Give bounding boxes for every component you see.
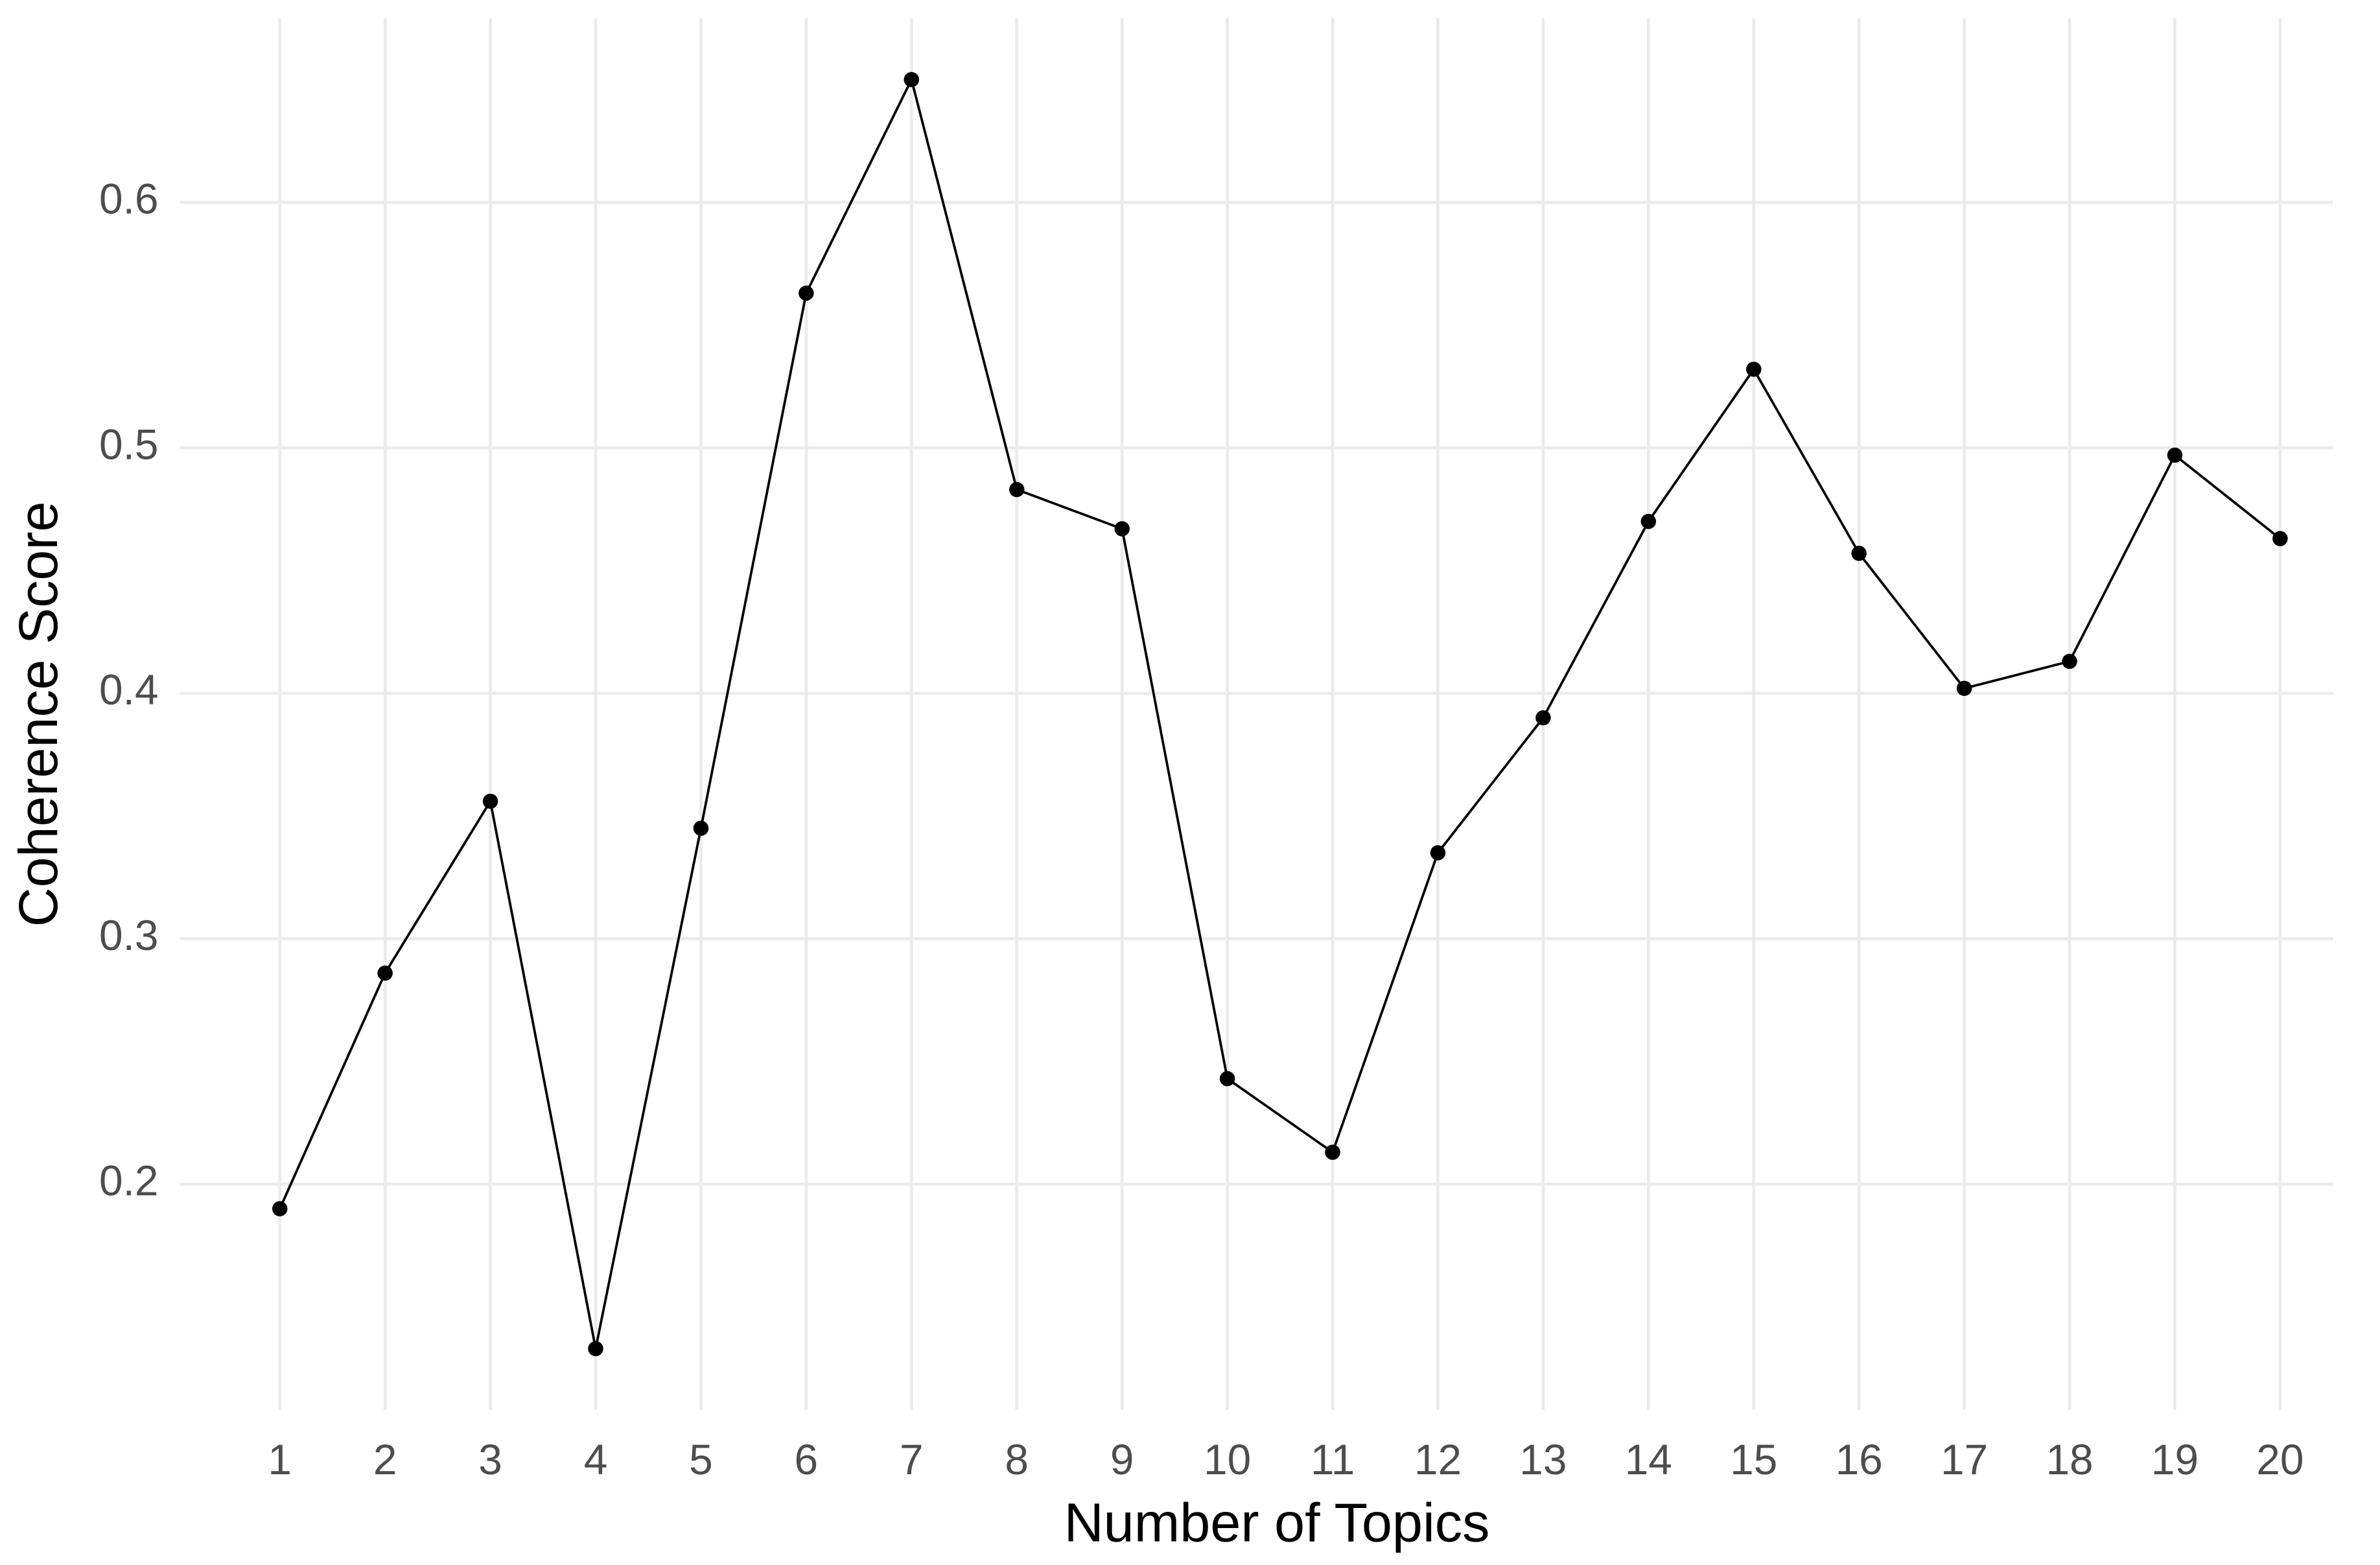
point bbox=[1956, 680, 1972, 696]
y-tick-label: 0.5 bbox=[99, 420, 158, 468]
x-tick-label: 1 bbox=[268, 1435, 292, 1483]
point bbox=[799, 285, 814, 301]
point bbox=[588, 1341, 603, 1356]
x-tick-label: 2 bbox=[373, 1435, 397, 1483]
point bbox=[377, 965, 393, 981]
point bbox=[1430, 845, 1446, 861]
point bbox=[1535, 710, 1551, 726]
x-tick-label: 18 bbox=[2046, 1435, 2093, 1483]
point bbox=[2062, 653, 2077, 669]
line bbox=[278, 76, 2281, 1349]
y-tick-label: 0.4 bbox=[99, 666, 158, 713]
point bbox=[1851, 546, 1867, 561]
point bbox=[1219, 1071, 1235, 1087]
x-tick-label: 13 bbox=[1519, 1435, 1567, 1483]
x-tick-label: 11 bbox=[1311, 1435, 1355, 1483]
point bbox=[1745, 362, 1762, 377]
y-tick-label: 0.6 bbox=[99, 175, 158, 223]
x-tick-label: 7 bbox=[900, 1435, 924, 1483]
point bbox=[693, 820, 709, 836]
x-tick-label: 6 bbox=[795, 1435, 819, 1483]
x-tick-label: 10 bbox=[1204, 1435, 1251, 1483]
point bbox=[2272, 531, 2288, 546]
x-tick-label: 4 bbox=[584, 1435, 608, 1483]
point bbox=[482, 793, 498, 809]
point bbox=[2167, 447, 2183, 463]
point bbox=[1009, 481, 1025, 498]
point bbox=[1114, 521, 1130, 537]
x-axis-title: Number of Topics bbox=[1064, 1492, 1490, 1553]
y-axis-title: Coherence Score bbox=[7, 502, 69, 927]
point bbox=[272, 1201, 288, 1216]
y-tick-label: 0.3 bbox=[99, 911, 158, 959]
x-tick-label: 12 bbox=[1414, 1435, 1462, 1483]
x-tick-label: 15 bbox=[1730, 1435, 1777, 1483]
x-tick-label: 16 bbox=[1836, 1435, 1883, 1483]
x-tick-label: 17 bbox=[1941, 1435, 1988, 1483]
grid bbox=[180, 18, 2333, 1410]
x-tick-label: 3 bbox=[478, 1435, 502, 1483]
x-tick-label: 20 bbox=[2256, 1435, 2304, 1483]
x-tick-label: 14 bbox=[1625, 1435, 1672, 1483]
x-tick-label: 8 bbox=[1005, 1435, 1029, 1483]
y-tick-label: 0.2 bbox=[99, 1157, 158, 1205]
point bbox=[1325, 1144, 1340, 1160]
point bbox=[1640, 513, 1657, 529]
x-tick-label: 9 bbox=[1110, 1435, 1134, 1483]
x-tick-label: 5 bbox=[689, 1435, 713, 1483]
point bbox=[904, 72, 920, 87]
x-tick-label: 19 bbox=[2151, 1435, 2199, 1483]
